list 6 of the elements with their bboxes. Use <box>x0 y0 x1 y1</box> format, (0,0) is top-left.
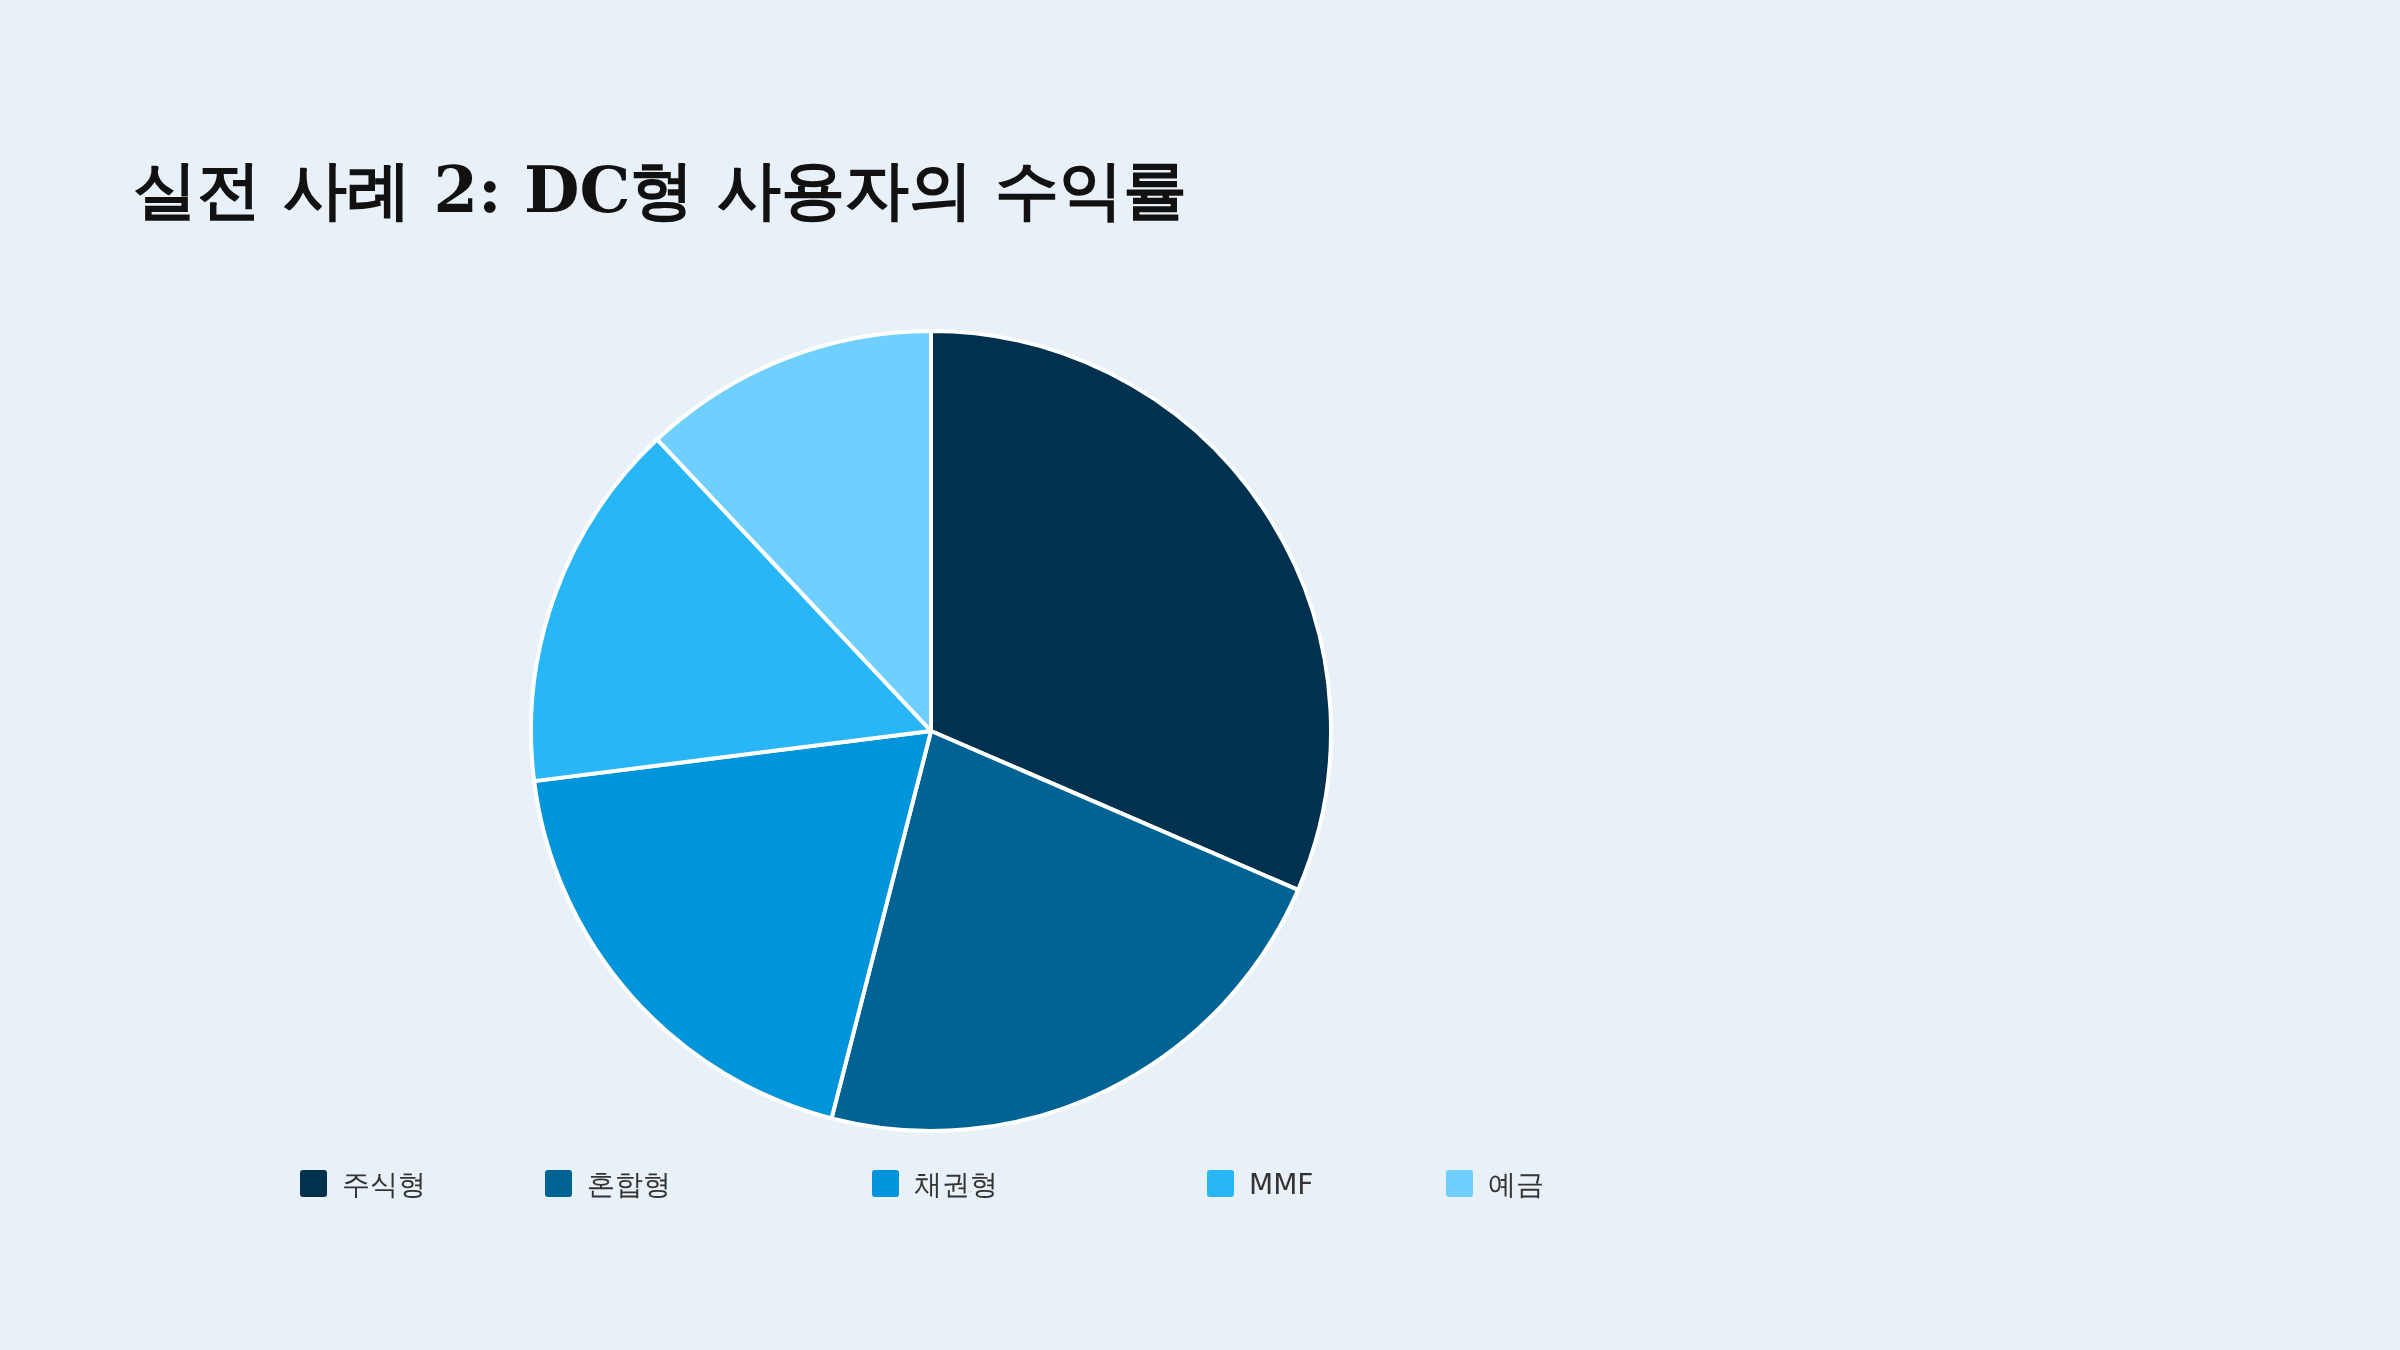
chart-title: 실전 사례 2: DC형 사용자의 수익률 <box>133 152 1187 227</box>
legend-label: MMF <box>1249 1168 1314 1201</box>
legend-label: 주식형 <box>342 1168 426 1201</box>
legend-label: 혼합형 <box>587 1168 671 1201</box>
legend-label: 채권형 <box>914 1168 998 1201</box>
legend-label: 예금 <box>1488 1168 1544 1201</box>
